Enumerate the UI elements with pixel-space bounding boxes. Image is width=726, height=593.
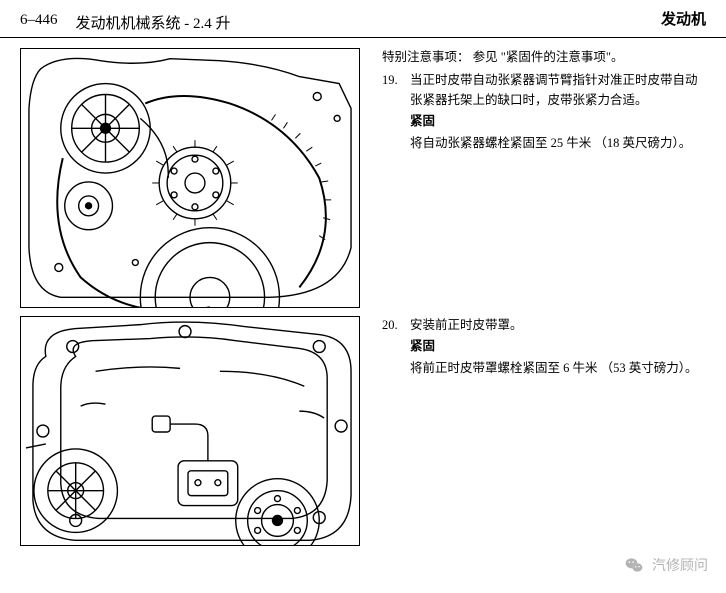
- wechat-icon: [624, 555, 644, 575]
- page-number: 6–446: [20, 12, 58, 33]
- special-note-label: 特别注意事项：: [382, 50, 470, 64]
- step-19-num: 19.: [382, 71, 410, 90]
- page: 6–446 发动机机械系统 - 2.4 升 发动机: [0, 0, 726, 593]
- step-20-tighten-text: 将前正时皮带罩螺栓紧固至 6 牛米 （53 英寸磅力）。: [410, 359, 706, 378]
- step-row-20: 20. 安装前正时皮带罩。 紧固 将前正时皮带罩螺栓紧固至 6 牛米 （53 英…: [20, 316, 706, 546]
- step-19: 19. 当正时皮带自动张紧器调节臂指针对准正时皮带自动张紧器托架上的缺口时，皮带…: [382, 71, 706, 155]
- step-20-num: 20.: [382, 316, 410, 335]
- chapter-title: 发动机: [661, 8, 706, 29]
- figure-19: [20, 48, 360, 308]
- text-col-19: 特别注意事项： 参见 "紧固件的注意事项"。 19. 当正时皮带自动张紧器调节臂…: [360, 48, 706, 157]
- step-19-text: 当正时皮带自动张紧器调节臂指针对准正时皮带自动张紧器托架上的缺口时，皮带张紧力合…: [410, 71, 706, 110]
- step-20-text: 安装前正时皮带罩。: [410, 316, 706, 335]
- engine-diagram-2-svg: [21, 316, 359, 546]
- step-row-19: 特别注意事项： 参见 "紧固件的注意事项"。 19. 当正时皮带自动张紧器调节臂…: [20, 48, 706, 308]
- page-header: 6–446 发动机机械系统 - 2.4 升 发动机: [0, 0, 726, 38]
- step-19-tighten-head: 紧固: [410, 112, 706, 131]
- text-col-20: 20. 安装前正时皮带罩。 紧固 将前正时皮带罩螺栓紧固至 6 牛米 （53 英…: [360, 316, 706, 382]
- engine-diagram-1-svg: [21, 48, 359, 308]
- watermark-text: 汽修顾问: [652, 555, 708, 575]
- figure-20: [20, 316, 360, 546]
- special-note: 特别注意事项： 参见 "紧固件的注意事项"。: [382, 48, 706, 67]
- step-20-tighten-head: 紧固: [410, 337, 706, 356]
- step-20-body: 安装前正时皮带罩。 紧固 将前正时皮带罩螺栓紧固至 6 牛米 （53 英寸磅力）…: [410, 316, 706, 380]
- special-note-text: 参见 "紧固件的注意事项"。: [473, 50, 624, 64]
- step-19-body: 当正时皮带自动张紧器调节臂指针对准正时皮带自动张紧器托架上的缺口时，皮带张紧力合…: [410, 71, 706, 155]
- content-area: 特别注意事项： 参见 "紧固件的注意事项"。 19. 当正时皮带自动张紧器调节臂…: [0, 38, 726, 554]
- step-19-tighten-text: 将自动张紧器螺栓紧固至 25 牛米 （18 英尺磅力）。: [410, 134, 706, 153]
- header-left: 6–446 发动机机械系统 - 2.4 升: [20, 12, 231, 33]
- watermark: 汽修顾问: [624, 555, 708, 575]
- section-title: 发动机机械系统 - 2.4 升: [76, 12, 231, 33]
- step-20: 20. 安装前正时皮带罩。 紧固 将前正时皮带罩螺栓紧固至 6 牛米 （53 英…: [382, 316, 706, 380]
